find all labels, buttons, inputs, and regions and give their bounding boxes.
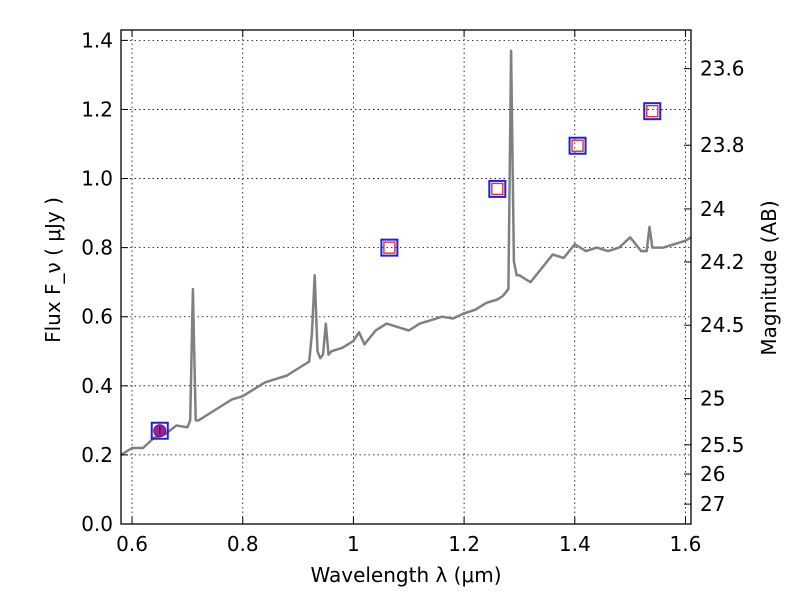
- photometry-point: [646, 104, 659, 118]
- mag-tick-label: 26: [700, 462, 725, 486]
- y-axis-title-right: Magnitude (AB): [757, 200, 781, 355]
- plot-frame: [120, 29, 692, 525]
- x-tick-label: 0.8: [227, 532, 259, 556]
- photometry-point: [383, 241, 396, 254]
- model-point: [488, 179, 507, 198]
- x-tick-label: 1.4: [559, 532, 591, 556]
- spectrum-line: [120, 49, 692, 456]
- photometry-markers: [150, 102, 662, 440]
- x-tick-label: 1: [347, 532, 360, 556]
- grid-lines: [121, 30, 691, 525]
- axis-ticks: 0.6 0.8 1 1.2 1.4 1.6 0.0 0.2 0.4 0.6 0.8 1.0 1.2 1.4…: [81, 28, 744, 556]
- y-tick-label: 0.2: [81, 443, 113, 467]
- y-tick-label: 1.4: [81, 28, 113, 52]
- mag-tick-label: 23.6: [700, 57, 745, 81]
- y-axis-title-left: Flux F_ν ( μJy ): [41, 197, 65, 343]
- mag-tick-label: 25.5: [700, 433, 745, 457]
- y-tick-label: 0.6: [81, 305, 113, 329]
- x-tick-label: 1.6: [670, 532, 702, 556]
- y-tick-label: 0.4: [81, 374, 113, 398]
- model-point: [643, 102, 662, 121]
- y-tick-label: 1.0: [81, 167, 113, 191]
- mag-tick-label: 24.2: [700, 250, 745, 274]
- x-tick-label: 1.2: [448, 532, 480, 556]
- spectrum-series: [120, 49, 692, 456]
- photometry-point: [491, 182, 504, 196]
- model-point: [380, 238, 399, 257]
- x-tick-label: 0.6: [116, 532, 148, 556]
- y-tick-label: 1.2: [81, 97, 113, 121]
- photometry-point: [571, 139, 584, 152]
- mag-tick-label: 27: [700, 492, 725, 516]
- mag-tick-label: 24.5: [700, 313, 745, 337]
- model-point: [568, 136, 587, 155]
- model-point: [150, 421, 169, 440]
- mag-tick-label: 25: [700, 387, 725, 411]
- mag-tick-label: 23.8: [700, 133, 745, 157]
- mag-tick-label: 24: [700, 197, 725, 221]
- y-tick-label: 0.0: [81, 512, 113, 536]
- x-axis-title: Wavelength λ (μm): [310, 563, 501, 587]
- y-tick-label: 0.8: [81, 236, 113, 260]
